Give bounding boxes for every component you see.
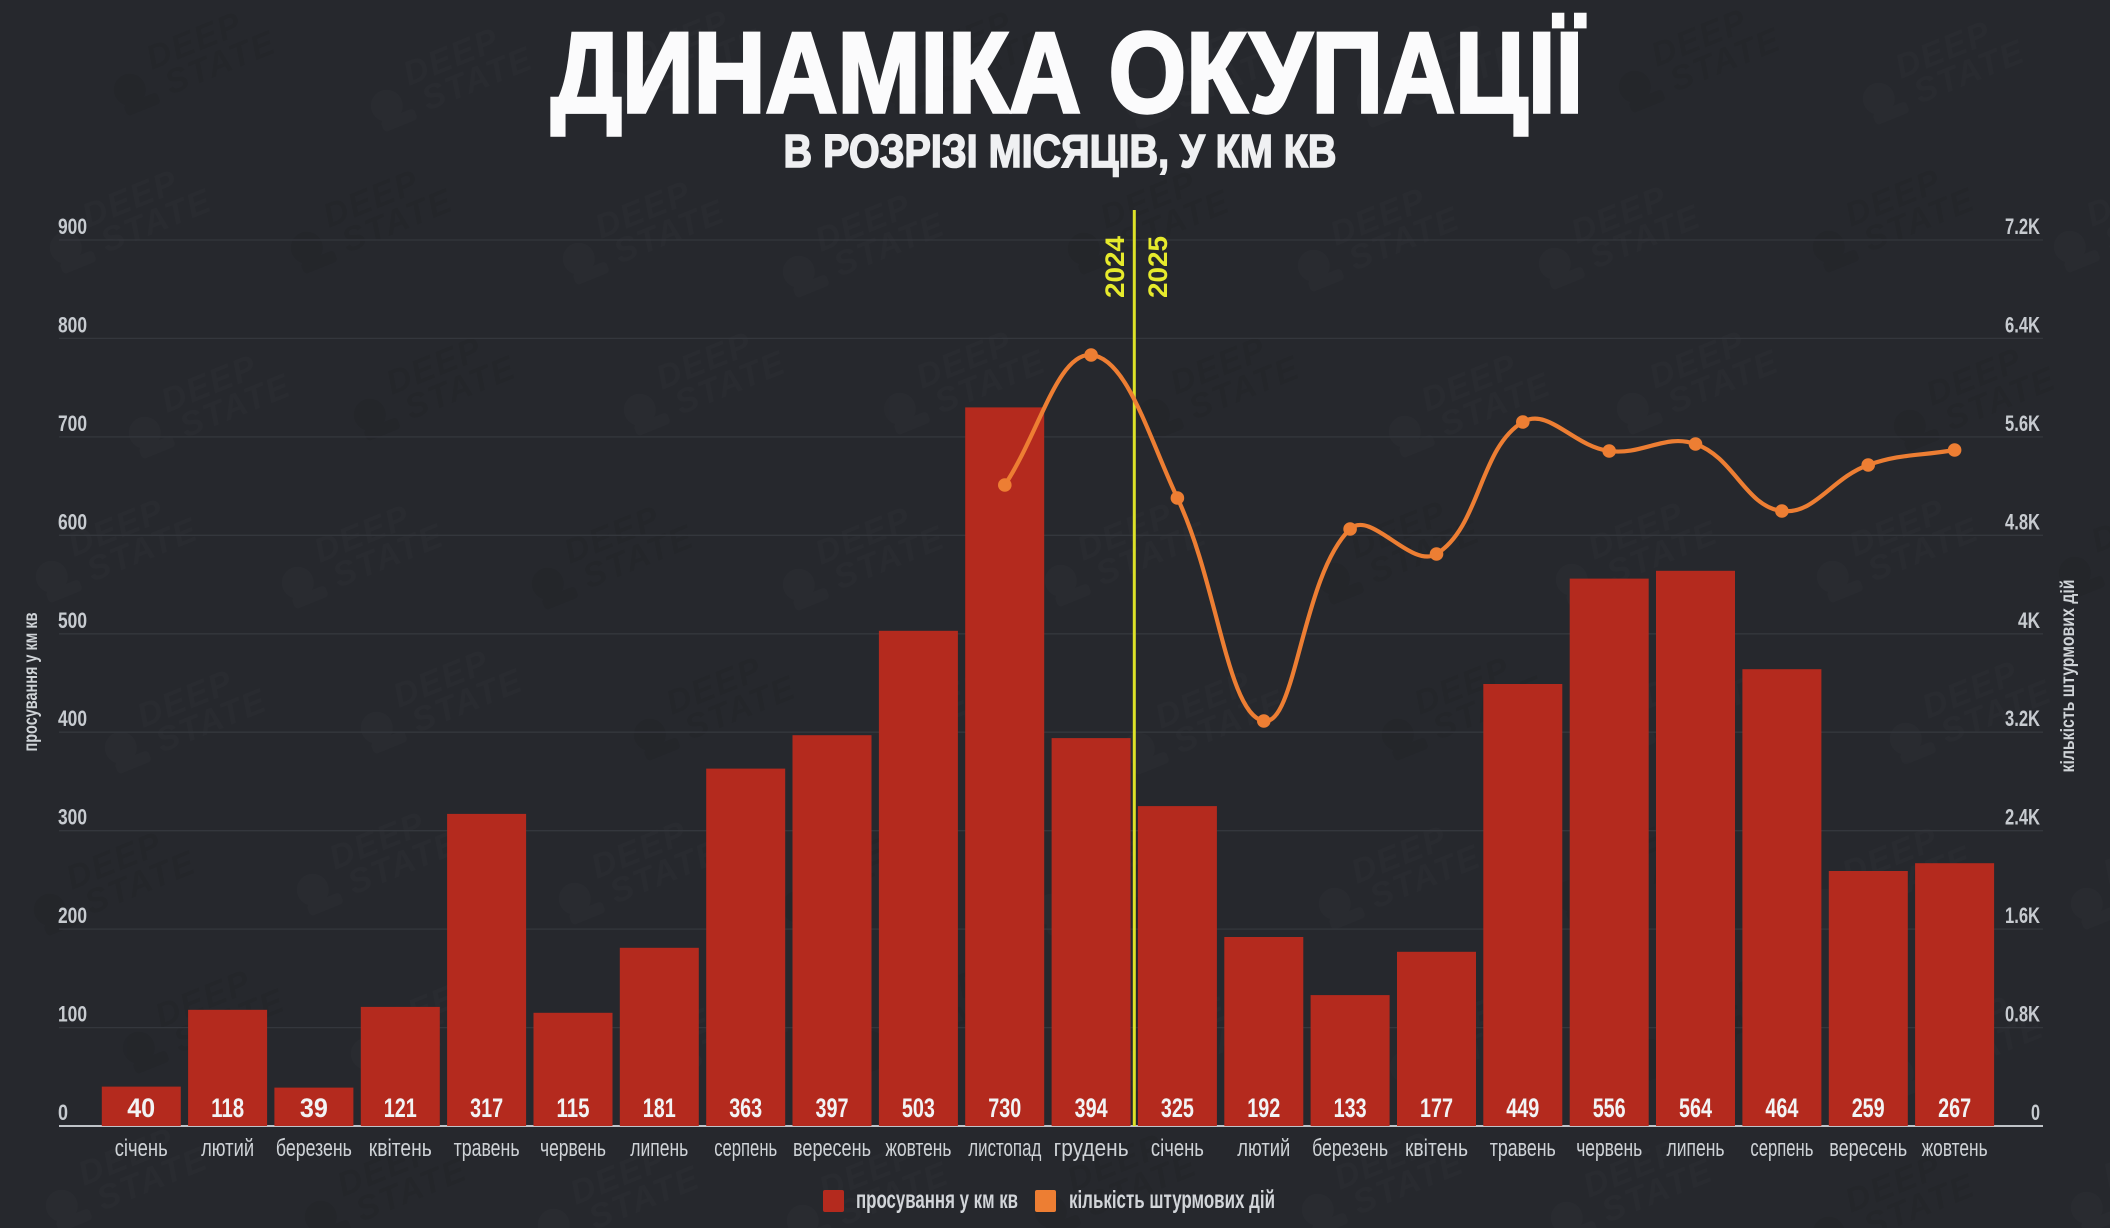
svg-text:267: 267 [1938, 1093, 1971, 1123]
svg-text:5.6K: 5.6K [2005, 411, 2040, 436]
svg-text:січень: січень [1151, 1135, 1204, 1162]
svg-text:вересень: вересень [1829, 1135, 1907, 1162]
svg-text:червень: червень [540, 1135, 606, 1162]
svg-text:115: 115 [557, 1093, 590, 1123]
svg-text:просування у км кв: просування у км кв [856, 1186, 1018, 1214]
svg-text:кількість штурмових дій: кількість штурмових дій [2058, 580, 2079, 773]
svg-text:0: 0 [2031, 1100, 2040, 1125]
svg-text:363: 363 [729, 1093, 762, 1123]
svg-text:серпень: серпень [1750, 1135, 1813, 1162]
svg-text:грудень: грудень [1054, 1135, 1129, 1162]
svg-text:квітень: квітень [1405, 1135, 1468, 1162]
svg-text:травень: травень [454, 1135, 520, 1162]
svg-text:181: 181 [643, 1093, 676, 1123]
svg-text:В РОЗРІЗІ МІСЯЦІВ, У КМ КВ: В РОЗРІЗІ МІСЯЦІВ, У КМ КВ [784, 125, 1337, 177]
svg-text:січень: січень [115, 1135, 168, 1162]
svg-text:700: 700 [58, 411, 87, 436]
svg-text:2.4K: 2.4K [2005, 805, 2040, 830]
svg-text:449: 449 [1506, 1093, 1539, 1123]
svg-text:3.2K: 3.2K [2005, 706, 2040, 731]
svg-text:100: 100 [58, 1002, 87, 1027]
svg-text:394: 394 [1075, 1093, 1108, 1123]
svg-text:жовтень: жовтень [885, 1135, 951, 1162]
svg-text:березень: березень [1312, 1135, 1388, 1162]
svg-text:800: 800 [58, 312, 87, 337]
svg-text:травень: травень [1490, 1135, 1556, 1162]
svg-text:564: 564 [1679, 1093, 1712, 1123]
svg-text:0: 0 [58, 1100, 68, 1125]
svg-text:200: 200 [58, 903, 87, 928]
svg-text:39: 39 [300, 1093, 328, 1123]
svg-text:листопад: листопад [968, 1135, 1041, 1162]
svg-text:300: 300 [58, 805, 87, 830]
svg-text:118: 118 [211, 1093, 244, 1123]
svg-text:вересень: вересень [793, 1135, 871, 1162]
svg-text:1.6K: 1.6K [2005, 903, 2040, 928]
svg-text:464: 464 [1765, 1093, 1798, 1123]
svg-text:кількість штурмових дій: кількість штурмових дій [1069, 1186, 1275, 1214]
svg-text:500: 500 [58, 608, 87, 633]
svg-text:4.8K: 4.8K [2005, 509, 2040, 534]
svg-text:4K: 4K [2018, 608, 2040, 633]
svg-text:192: 192 [1247, 1093, 1280, 1123]
svg-text:жовтень: жовтень [1922, 1135, 1988, 1162]
svg-text:ДИНАМІКА ОКУПАЦІЇ: ДИНАМІКА ОКУПАЦІЇ [551, 10, 1585, 137]
svg-text:121: 121 [384, 1093, 417, 1123]
svg-text:40: 40 [127, 1093, 155, 1123]
svg-text:лютий: лютий [201, 1135, 254, 1162]
svg-text:397: 397 [816, 1093, 849, 1123]
svg-text:556: 556 [1593, 1093, 1626, 1123]
svg-text:серпень: серпень [714, 1135, 777, 1162]
svg-text:6.4K: 6.4K [2005, 312, 2040, 337]
svg-text:600: 600 [58, 509, 87, 534]
svg-text:325: 325 [1161, 1093, 1194, 1123]
svg-text:503: 503 [902, 1093, 935, 1123]
svg-text:липень: липень [1667, 1135, 1725, 1162]
svg-text:квітень: квітень [369, 1135, 432, 1162]
svg-text:2024: 2024 [1100, 236, 1130, 298]
svg-text:900: 900 [58, 214, 87, 239]
svg-text:просування у км кв: просування у км кв [21, 613, 42, 752]
svg-text:липень: липень [630, 1135, 688, 1162]
svg-text:лютий: лютий [1237, 1135, 1290, 1162]
svg-text:730: 730 [988, 1093, 1021, 1123]
svg-text:259: 259 [1852, 1093, 1885, 1123]
svg-text:березень: березень [276, 1135, 352, 1162]
svg-text:червень: червень [1576, 1135, 1642, 1162]
svg-text:2025: 2025 [1143, 236, 1173, 298]
svg-text:317: 317 [470, 1093, 503, 1123]
svg-text:7.2K: 7.2K [2005, 214, 2040, 239]
svg-text:400: 400 [58, 706, 87, 731]
svg-text:133: 133 [1334, 1093, 1367, 1123]
svg-text:177: 177 [1420, 1093, 1453, 1123]
svg-text:0.8K: 0.8K [2005, 1002, 2040, 1027]
